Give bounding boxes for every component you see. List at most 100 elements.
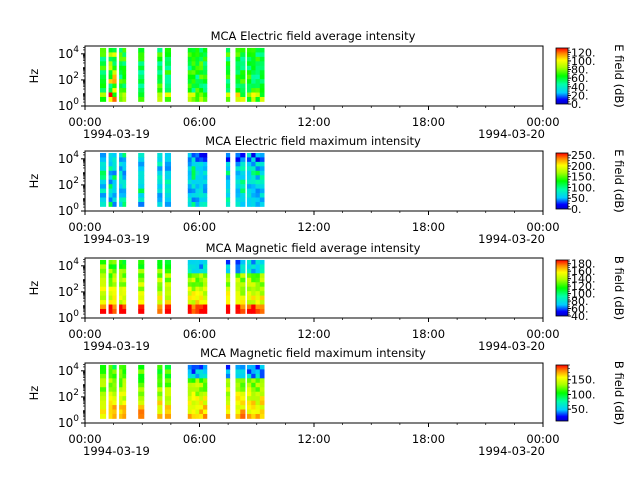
heatmap-cell xyxy=(157,259,163,265)
heatmap-cell xyxy=(259,170,265,176)
heatmap-cell xyxy=(195,291,200,297)
heatmap-cell xyxy=(195,364,200,370)
heatmap-cell xyxy=(240,308,246,314)
heatmap-cell xyxy=(100,308,107,314)
heatmap-cell xyxy=(235,161,241,167)
heatmap-cell xyxy=(246,273,252,279)
heatmap-cell xyxy=(122,92,127,98)
heatmap-cell xyxy=(195,264,200,270)
heatmap-cell xyxy=(240,170,246,176)
heatmap-cell xyxy=(191,282,196,288)
heatmap-cell xyxy=(225,373,231,379)
colorbar xyxy=(555,259,569,317)
heatmap-cell xyxy=(259,286,265,292)
heatmap-cell xyxy=(191,373,196,379)
heatmap-cell xyxy=(225,387,231,393)
heatmap-cell xyxy=(259,179,265,185)
heatmap-cell xyxy=(100,74,107,80)
heatmap-cell xyxy=(255,264,261,270)
heatmap-cell xyxy=(225,304,231,310)
heatmap-cell xyxy=(240,79,246,85)
heatmap-cell xyxy=(122,152,127,158)
heatmap-cell xyxy=(259,61,265,67)
heatmap-cell xyxy=(112,161,117,167)
date-label-start: 1994-03-19 xyxy=(83,127,150,141)
heatmap-cell xyxy=(164,166,172,172)
heatmap-cell xyxy=(255,166,261,172)
heatmap-cell xyxy=(100,96,107,102)
heatmap-cell xyxy=(203,400,208,406)
heatmap-cell xyxy=(259,157,265,163)
heatmap-cell xyxy=(255,193,261,198)
heatmap-cell xyxy=(100,364,107,370)
heatmap-cell xyxy=(246,65,252,71)
heatmap-cell xyxy=(157,88,163,93)
heatmap-cell xyxy=(119,300,123,305)
heatmap-cell xyxy=(191,157,196,163)
heatmap-cell xyxy=(195,373,200,379)
date-label-end: 1994-03-20 xyxy=(478,444,545,458)
heatmap-cell xyxy=(195,277,200,283)
heatmap-cell xyxy=(235,188,241,194)
heatmap-cell xyxy=(112,197,117,203)
heatmap-cell xyxy=(195,170,200,176)
heatmap-cell xyxy=(199,405,204,410)
heatmap-cell xyxy=(235,378,241,384)
heatmap-cell xyxy=(240,179,246,185)
colorbar-tick-label: 0. xyxy=(571,203,582,216)
heatmap-cells xyxy=(100,259,265,314)
heatmap-cell xyxy=(246,61,252,67)
heatmap-cell xyxy=(191,382,196,388)
y-tick-label: 104 xyxy=(58,257,79,273)
heatmap-cell xyxy=(246,193,252,198)
heatmap-cell xyxy=(240,259,246,265)
heatmap-cell xyxy=(255,61,261,67)
colorbar-tick-label: 50. xyxy=(571,403,589,416)
heatmap-cell xyxy=(108,166,113,172)
heatmap-cell xyxy=(108,157,113,163)
heatmap-cell xyxy=(108,259,113,265)
heatmap-cell xyxy=(195,396,200,402)
heatmap-cell xyxy=(122,157,127,163)
x-tick-label: 12:00 xyxy=(297,432,330,446)
heatmap-cell xyxy=(199,304,204,310)
heatmap-cell xyxy=(251,161,256,167)
heatmap-cell xyxy=(191,259,196,265)
heatmap-cell xyxy=(251,286,256,292)
heatmap-cell xyxy=(259,184,265,190)
heatmap-cell xyxy=(108,277,113,283)
heatmap-cell xyxy=(164,409,172,415)
heatmap-cell xyxy=(112,378,117,384)
heatmap-cell xyxy=(112,47,117,53)
heatmap-cell xyxy=(112,56,117,62)
heatmap-cell xyxy=(225,161,231,167)
heatmap-cell xyxy=(138,308,145,314)
heatmap-cell xyxy=(108,304,113,310)
heatmap-cell xyxy=(187,197,192,203)
heatmap-cell xyxy=(225,170,231,176)
heatmap-cell xyxy=(112,188,117,194)
heatmap-cell xyxy=(246,170,252,176)
heatmap-cell xyxy=(259,277,265,283)
heatmap-cell xyxy=(191,264,196,270)
heatmap-cell xyxy=(246,378,252,384)
heatmap-cell xyxy=(225,47,231,53)
heatmap-cell xyxy=(203,300,208,305)
heatmap-cell xyxy=(240,152,246,158)
heatmap-cell xyxy=(138,170,145,176)
heatmap-cell xyxy=(235,387,241,393)
heatmap-cell xyxy=(240,391,246,397)
heatmap-cell xyxy=(157,295,163,301)
x-tick-label: 12:00 xyxy=(297,115,330,129)
heatmap-cell xyxy=(235,70,241,76)
heatmap-cell xyxy=(199,369,204,375)
heatmap-cell xyxy=(199,61,204,67)
x-tick-label: 00:00 xyxy=(68,115,101,129)
colorbar-tick-label: 80. xyxy=(571,64,589,77)
heatmap-cell xyxy=(157,70,163,76)
heatmap-cell xyxy=(240,382,246,388)
heatmap-cell xyxy=(225,382,231,388)
heatmap-cell xyxy=(164,291,172,297)
heatmap-cell xyxy=(203,268,208,274)
heatmap-cell xyxy=(157,170,163,176)
